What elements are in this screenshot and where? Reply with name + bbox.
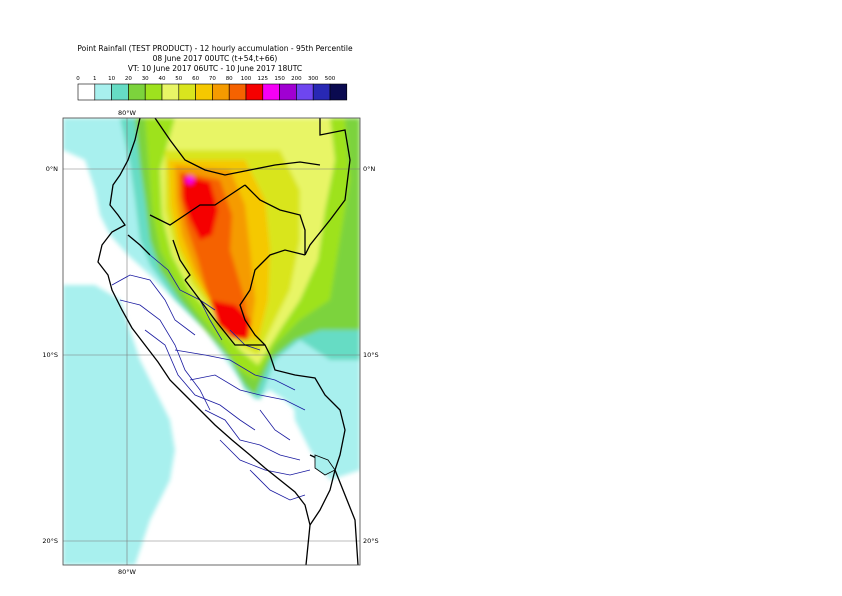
map-title: Point Rainfall (TEST PRODUCT) - 12 hourl…: [77, 44, 353, 53]
lat-label-left-2: 20°S: [42, 537, 58, 545]
lat-label-right-0: 0°N: [363, 165, 375, 173]
lat-label-right-2: 20°S: [363, 537, 379, 545]
map-frame: [62, 117, 361, 566]
lon-label-top: 80°W: [118, 109, 137, 117]
valid-time: VT: 10 June 2017 06UTC - 10 June 2017 18…: [127, 64, 303, 73]
lat-label-right-1: 10°S: [363, 351, 379, 359]
map-area: [63, 118, 360, 565]
lat-label-left-0: 0°N: [46, 165, 58, 173]
lon-label-bottom: 80°W: [118, 568, 137, 576]
lat-label-left-1: 10°S: [42, 351, 58, 359]
run-time: 08 June 2017 00UTC (t+54,t+66): [152, 54, 278, 63]
